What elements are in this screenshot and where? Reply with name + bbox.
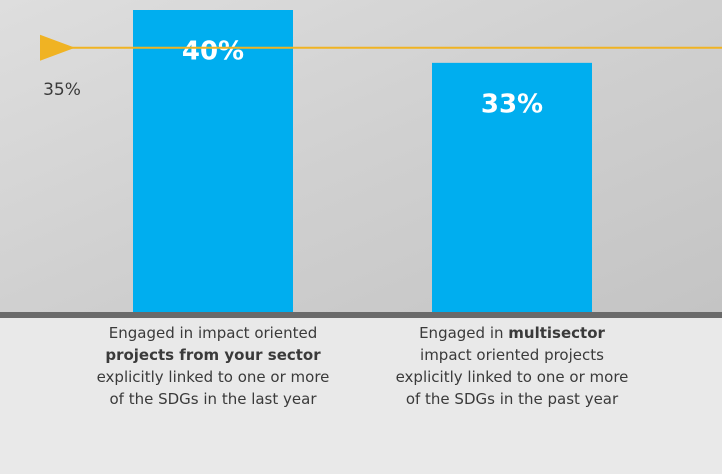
page: 40% 33% 35% Engaged in impact oriented pro… bbox=[0, 0, 722, 474]
category-label: Engaged in multisector impact oriented p… bbox=[394, 322, 630, 410]
category-label-part: multisector bbox=[508, 324, 605, 342]
category-label-part: Engaged in impact oriented bbox=[109, 324, 317, 342]
value-label: 40% bbox=[182, 37, 244, 67]
category-label: Engaged in impact oriented projects from… bbox=[95, 322, 331, 410]
value-label: 33% bbox=[481, 89, 543, 119]
category-label-part: projects from your sector bbox=[105, 346, 320, 364]
baseline bbox=[0, 312, 722, 318]
category-label-part: Engaged in bbox=[419, 324, 503, 342]
category-label-part: impact oriented projects explicitly link… bbox=[396, 346, 629, 408]
category-label-part: explicitly linked to one or more of the … bbox=[97, 368, 330, 408]
reference-label: 35% bbox=[43, 80, 81, 100]
